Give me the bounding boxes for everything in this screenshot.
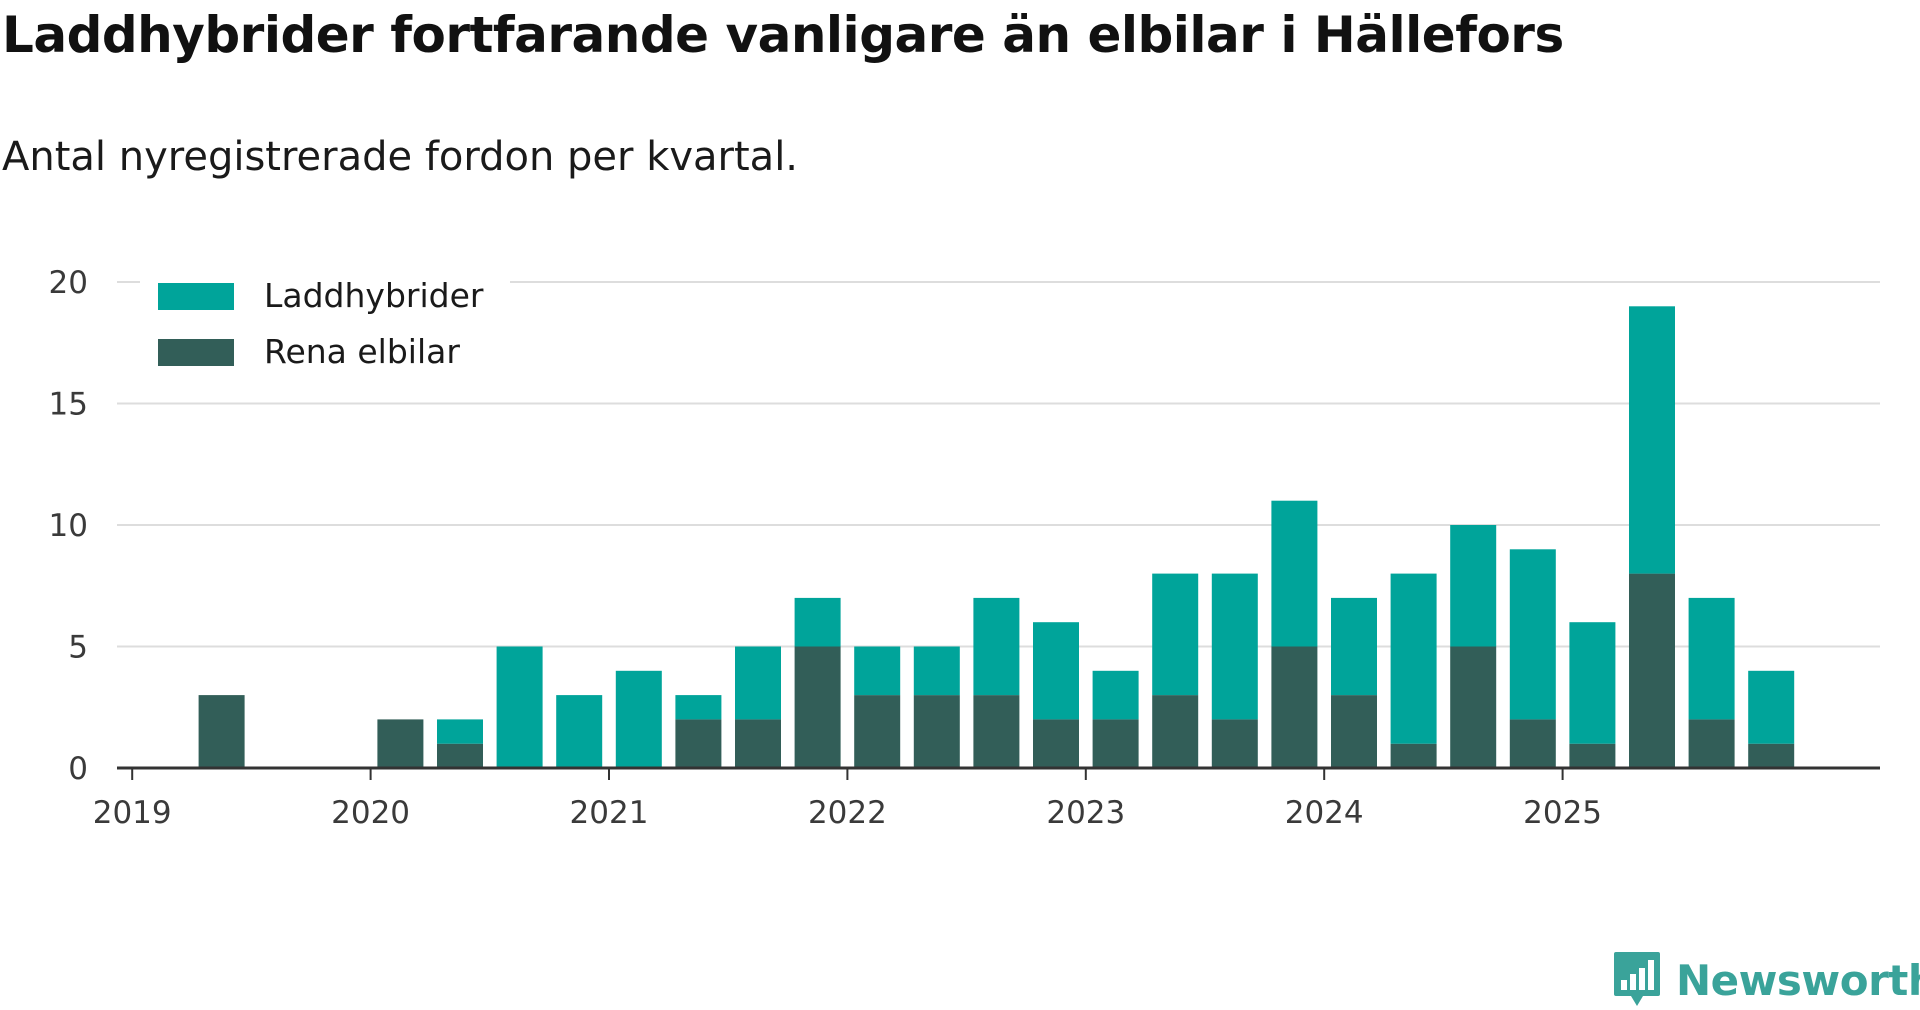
- x-tick-label: 2020: [331, 795, 410, 831]
- x-tick-label: 2019: [93, 795, 172, 831]
- bar-rena-elbilar: [1509, 719, 1556, 768]
- bar-laddhybrider: [1331, 597, 1377, 696]
- x-tick-label: 2023: [1046, 795, 1125, 831]
- bar-rena-elbilar: [1033, 719, 1079, 768]
- bar-rena-elbilar: [198, 695, 245, 768]
- bar-laddhybrider: [675, 695, 722, 720]
- bar-rena-elbilar: [1152, 695, 1199, 768]
- bar-laddhybrider: [1033, 622, 1079, 720]
- bar-laddhybrider: [1390, 573, 1437, 744]
- bar-laddhybrider: [1271, 500, 1318, 647]
- newsworthy-logo-icon: [1614, 952, 1660, 1006]
- bar-rena-elbilar: [973, 695, 1020, 768]
- bar-laddhybrider: [794, 597, 841, 647]
- chart-title: Laddhybrider fortfarande vanligare än el…: [2, 6, 1564, 64]
- bar-rena-elbilar: [1271, 646, 1318, 768]
- x-axis: 2019 2020 2021 2022 2023 2024 2025: [93, 766, 1880, 831]
- bar-rena-elbilar: [1748, 743, 1795, 768]
- bar-rena-elbilar: [913, 695, 960, 768]
- brand-name: Newsworthy: [1676, 955, 1920, 1005]
- bar-rena-elbilar: [1331, 695, 1377, 768]
- chart-subtitle: Antal nyregistrerade fordon per kvartal.: [2, 134, 799, 180]
- x-tick-label: 2022: [808, 795, 887, 831]
- x-tick-label: 2024: [1285, 795, 1364, 831]
- bar-rena-elbilar: [1390, 743, 1437, 768]
- x-tick-label: 2025: [1523, 795, 1602, 831]
- bar-laddhybrider: [1569, 622, 1616, 744]
- bar-rena-elbilar: [1569, 743, 1616, 768]
- bar-laddhybrider: [735, 646, 781, 720]
- bar-laddhybrider: [1509, 549, 1556, 720]
- bar-rena-elbilar: [1450, 646, 1497, 768]
- bar-rena-elbilar: [735, 719, 781, 768]
- y-axis-ticks: 0 5 10 15 20: [49, 265, 88, 787]
- bar-laddhybrider: [1748, 670, 1795, 744]
- y-tick-label: 0: [68, 751, 88, 787]
- bar-laddhybrider: [556, 695, 603, 768]
- bar-rena-elbilar: [1092, 719, 1139, 768]
- y-tick-label: 5: [68, 630, 88, 666]
- brand-logo: Newsworthy: [1612, 950, 1920, 1010]
- bar-rena-elbilar: [675, 719, 722, 768]
- bar-laddhybrider: [437, 719, 483, 744]
- bar-rena-elbilar: [437, 743, 483, 768]
- bar-rena-elbilar: [1211, 719, 1258, 768]
- bars: [198, 306, 1795, 768]
- legend-swatch: [158, 283, 234, 310]
- bar-rena-elbilar: [1688, 719, 1735, 768]
- bar-laddhybrider: [854, 646, 901, 696]
- bar-rena-elbilar: [854, 695, 901, 768]
- bar-rena-elbilar: [794, 646, 841, 768]
- y-tick-label: 15: [49, 387, 88, 423]
- legend-label: Rena elbilar: [264, 332, 460, 371]
- x-tick-label: 2021: [570, 795, 649, 831]
- y-tick-label: 20: [49, 265, 88, 301]
- legend: Laddhybrider Rena elbilar: [140, 266, 510, 378]
- legend-swatch: [158, 339, 234, 366]
- bar-laddhybrider: [496, 646, 543, 768]
- legend-label: Laddhybrider: [264, 276, 484, 315]
- bar-laddhybrider: [1629, 306, 1675, 574]
- bar-laddhybrider: [1152, 573, 1199, 696]
- y-tick-label: 10: [49, 508, 88, 544]
- bar-rena-elbilar: [377, 719, 424, 768]
- bar-laddhybrider: [1688, 597, 1735, 720]
- bar-laddhybrider: [913, 646, 960, 696]
- bar-laddhybrider: [615, 670, 662, 768]
- bar-laddhybrider: [1092, 670, 1139, 720]
- bar-rena-elbilar: [1629, 573, 1675, 768]
- bar-laddhybrider: [1450, 525, 1497, 647]
- bar-laddhybrider: [973, 597, 1020, 696]
- bar-laddhybrider: [1211, 573, 1258, 720]
